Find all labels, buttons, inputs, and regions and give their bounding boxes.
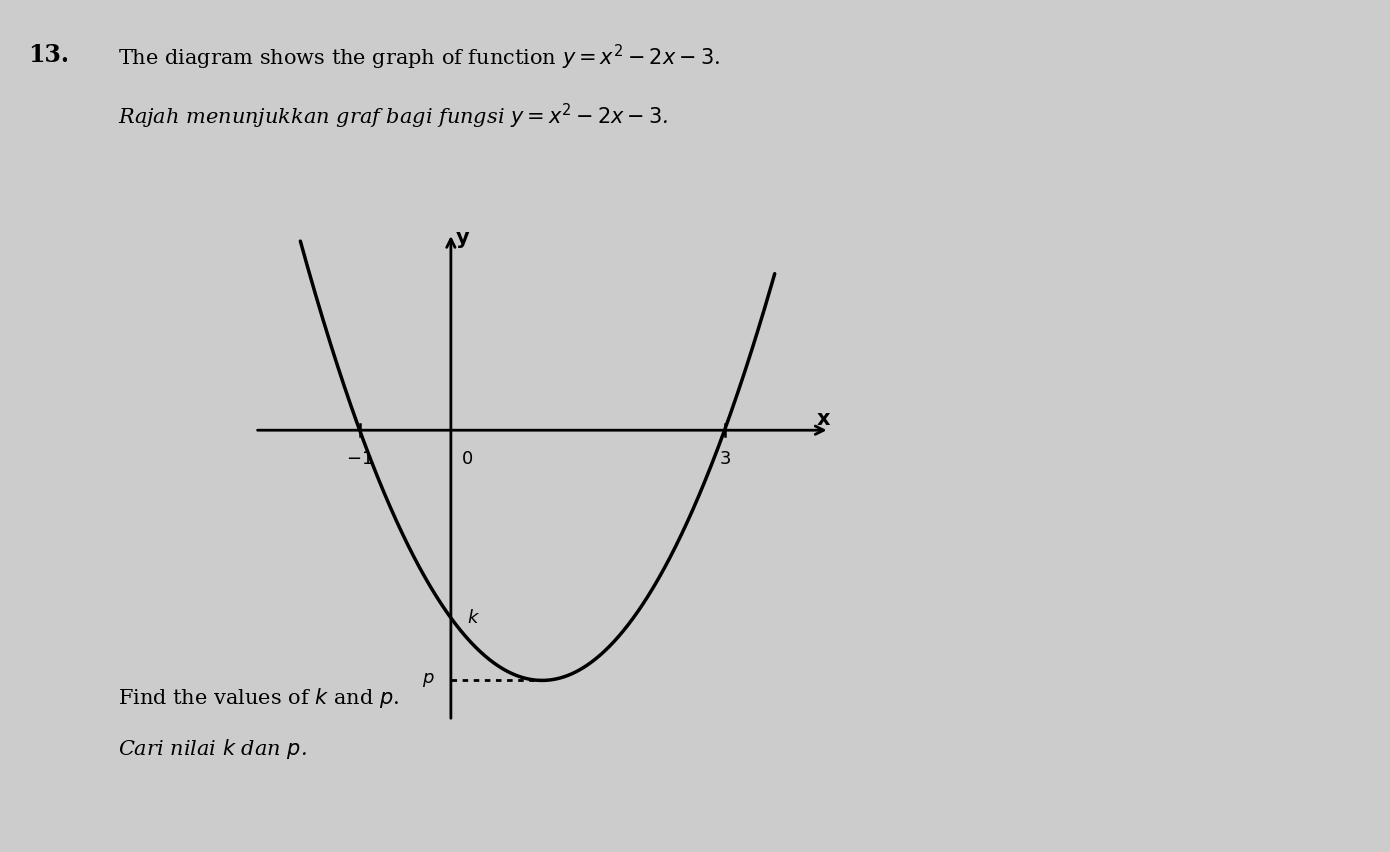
Text: Cari nilai $k$ dan $p$.: Cari nilai $k$ dan $p$. <box>118 737 307 761</box>
Text: $3$: $3$ <box>719 450 731 469</box>
Text: The diagram shows the graph of function $y = x^2 - 2x - 3$.: The diagram shows the graph of function … <box>118 43 720 72</box>
Text: $-1$: $-1$ <box>346 450 373 469</box>
Text: x: x <box>816 409 830 429</box>
Text: y: y <box>456 227 470 248</box>
Text: Find the values of $k$ and $p$.: Find the values of $k$ and $p$. <box>118 686 399 710</box>
Text: $p$: $p$ <box>421 671 435 689</box>
Text: 13.: 13. <box>28 43 68 66</box>
Text: Rajah menunjukkan graf bagi fungsi $y = x^2 - 2x - 3$.: Rajah menunjukkan graf bagi fungsi $y = … <box>118 102 669 131</box>
Text: $k$: $k$ <box>467 609 481 627</box>
Text: $0$: $0$ <box>461 450 474 469</box>
